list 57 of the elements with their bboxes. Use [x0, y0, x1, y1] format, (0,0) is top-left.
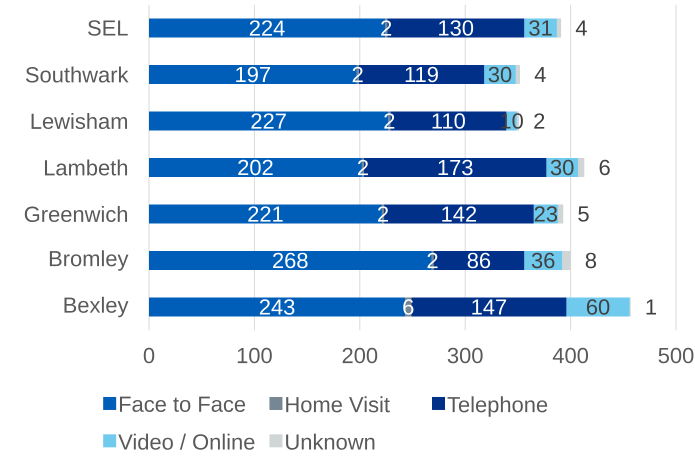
data-label: 202	[238, 160, 273, 176]
data-label: 197	[236, 66, 270, 82]
x-tick-label: 500	[658, 348, 694, 364]
legend-label: Video / Online	[118, 434, 254, 450]
data-label: 10	[501, 113, 523, 129]
data-label: 221	[248, 206, 283, 222]
data-label: 147	[472, 299, 506, 315]
x-tick-label: 400	[552, 348, 588, 364]
data-label: 130	[439, 20, 474, 36]
data-label: 5	[578, 206, 589, 222]
data-label: 2	[384, 113, 394, 129]
y-tick-label: Greenwich	[24, 206, 128, 222]
x-tick-label: 0	[144, 348, 154, 364]
data-label: 142	[442, 206, 476, 222]
bar	[558, 204, 564, 224]
y-tick-label: Southwark	[26, 66, 129, 83]
data-label: 243	[260, 299, 294, 315]
data-label: 30	[488, 66, 512, 82]
data-label: 119	[406, 66, 438, 82]
data-label: 4	[534, 66, 546, 82]
bar	[562, 251, 571, 270]
data-label: 110	[432, 113, 465, 129]
data-label: 2	[358, 160, 368, 176]
legend-label: Unknown	[286, 434, 374, 450]
y-tick-label: SEL	[88, 20, 128, 36]
legend-label: Face to Face	[120, 396, 246, 412]
data-label: 36	[532, 252, 554, 268]
data-label: 224	[250, 20, 285, 36]
legend-label: Telephone	[447, 396, 548, 417]
data-label: 2	[352, 66, 363, 82]
y-tick-label: Bromley	[50, 250, 128, 271]
data-label: 2	[381, 20, 392, 36]
data-label: 30	[550, 160, 574, 176]
data-label: 173	[438, 160, 473, 176]
bar	[556, 18, 562, 38]
data-label: 23	[534, 206, 558, 222]
data-label: 86	[468, 252, 490, 268]
data-label: 2	[534, 113, 544, 129]
y-tick-label: Bexley	[64, 296, 128, 318]
y-tick-label: Lewisham	[32, 112, 128, 130]
data-label: 1	[646, 299, 656, 315]
legend-label: Home Visit	[286, 396, 390, 412]
y-tick-label: Lambeth	[44, 159, 128, 176]
data-label: 227	[251, 113, 286, 129]
data-label: 268	[273, 252, 308, 268]
data-label: 6	[600, 160, 610, 176]
data-label: 2	[428, 252, 438, 268]
bar	[578, 158, 584, 178]
bar	[516, 65, 520, 84]
x-tick-label: 300	[448, 348, 483, 364]
data-label: 60	[586, 299, 610, 315]
data-label: 31	[529, 20, 552, 36]
data-label: 2	[378, 206, 388, 222]
x-tick-label: 200	[342, 348, 378, 364]
data-label: 4	[576, 20, 587, 36]
data-label: 8	[586, 252, 596, 268]
x-tick-label: 100	[238, 348, 272, 364]
